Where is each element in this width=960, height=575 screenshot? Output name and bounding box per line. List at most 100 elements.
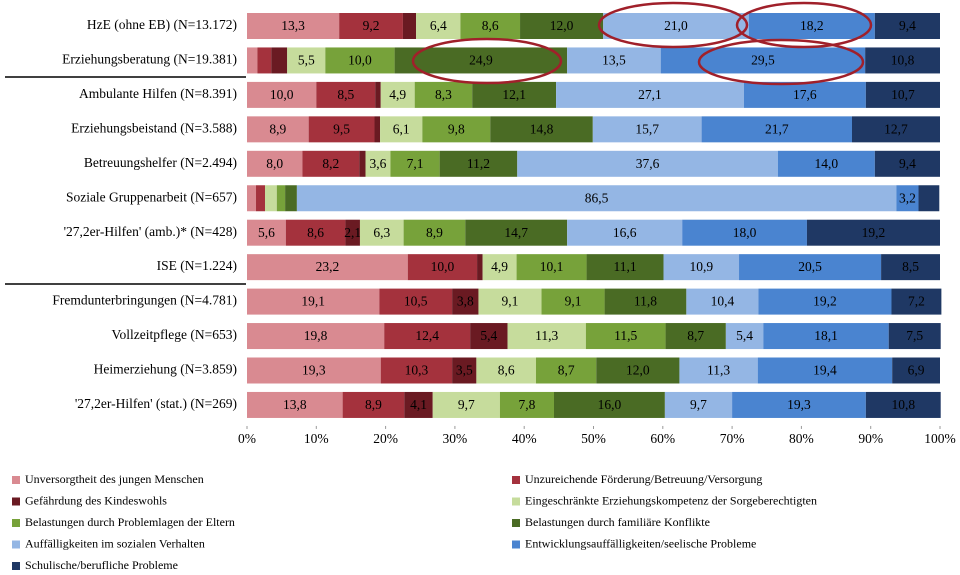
data-label: 8,2 bbox=[322, 156, 339, 171]
data-label: 13,3 bbox=[281, 18, 305, 33]
data-label: 37,6 bbox=[636, 156, 660, 171]
bar-segment bbox=[881, 254, 940, 281]
data-label: 7,1 bbox=[407, 156, 424, 171]
y-tick-label: Betreuungshelfer (N=2.494) bbox=[84, 155, 237, 170]
data-label: 8,7 bbox=[687, 328, 704, 343]
data-label: 29,5 bbox=[751, 53, 775, 68]
x-tick-label: 0% bbox=[238, 431, 256, 446]
legend-swatch bbox=[12, 497, 20, 506]
data-label: 8,9 bbox=[365, 397, 382, 412]
x-tick-label: 10% bbox=[304, 431, 329, 446]
bar-segment bbox=[416, 13, 461, 39]
data-label: 23,2 bbox=[316, 259, 340, 274]
legend-swatch bbox=[12, 519, 20, 527]
highlight-ellipse bbox=[411, 37, 563, 85]
bar-segment bbox=[380, 81, 415, 108]
bar-segment bbox=[663, 254, 740, 281]
data-label: 12,7 bbox=[884, 121, 908, 136]
data-label: 86,5 bbox=[585, 190, 609, 205]
bar-segment bbox=[732, 391, 866, 418]
bar-segment bbox=[316, 81, 376, 108]
bar-segment bbox=[517, 150, 778, 177]
legend-label: Schulische/berufliche Probleme bbox=[25, 558, 178, 572]
data-label: 20,5 bbox=[798, 259, 822, 274]
bar-segment bbox=[247, 81, 317, 108]
data-label: 5,6 bbox=[258, 225, 275, 240]
bar-segment bbox=[439, 150, 518, 177]
data-label: 11,1 bbox=[613, 259, 636, 274]
data-label: 4,1 bbox=[410, 397, 427, 412]
data-label: 5,4 bbox=[736, 328, 753, 343]
x-tick-label: 30% bbox=[443, 431, 468, 446]
bar-segment bbox=[287, 47, 326, 74]
data-label: 10,7 bbox=[891, 87, 915, 102]
data-label: 9,4 bbox=[899, 18, 916, 33]
bar-segment bbox=[686, 288, 759, 315]
data-label: 8,7 bbox=[558, 363, 575, 378]
bar-segment bbox=[851, 116, 940, 143]
bar-segment bbox=[380, 116, 423, 143]
legend-label: Unzureichende Förderung/Betreuung/Versor… bbox=[525, 472, 762, 486]
bar-segment bbox=[247, 13, 340, 39]
bar-segment bbox=[865, 81, 940, 108]
data-label: 9,4 bbox=[899, 156, 916, 171]
data-label: 10,0 bbox=[431, 259, 455, 274]
bar-segment bbox=[379, 288, 453, 315]
bar-segment bbox=[874, 13, 940, 39]
bar-segment bbox=[918, 185, 940, 212]
bar-segment bbox=[556, 81, 744, 108]
bar-segment bbox=[470, 323, 508, 350]
bar-segment bbox=[375, 81, 381, 108]
bar-segment bbox=[390, 150, 440, 177]
data-label: 24,9 bbox=[469, 53, 493, 68]
legend-label: Unversorgtheit des jungen Menschen bbox=[25, 472, 204, 486]
bar-segment bbox=[374, 116, 381, 143]
data-label: 12,0 bbox=[626, 363, 650, 378]
bar-segment bbox=[403, 219, 466, 246]
bar-segment bbox=[247, 288, 380, 315]
data-label: 8,9 bbox=[269, 121, 286, 136]
data-label: 7,8 bbox=[519, 397, 536, 412]
legend-swatch bbox=[12, 476, 20, 484]
bar-segment bbox=[586, 254, 664, 281]
data-label: 14,0 bbox=[815, 156, 839, 171]
bar-segment bbox=[359, 150, 366, 177]
data-label: 19,4 bbox=[813, 363, 837, 378]
bar-segment bbox=[359, 219, 404, 246]
data-label: 6,1 bbox=[393, 121, 410, 136]
data-label: 8,6 bbox=[482, 18, 499, 33]
x-tick-label: 20% bbox=[373, 431, 398, 446]
data-label: 9,8 bbox=[448, 121, 465, 136]
bar-segment bbox=[478, 288, 542, 315]
data-label: 3,8 bbox=[457, 294, 474, 309]
bar-segment bbox=[739, 254, 882, 281]
bar-segment bbox=[520, 13, 604, 39]
data-label: 12,4 bbox=[415, 328, 439, 343]
y-tick-label: Vollzeitpflege (N=653) bbox=[112, 327, 237, 342]
data-label: 4,9 bbox=[491, 259, 508, 274]
data-label: 8,6 bbox=[498, 363, 515, 378]
bar-segment bbox=[404, 391, 433, 418]
data-label: 11,3 bbox=[707, 363, 730, 378]
bar-segment bbox=[482, 254, 517, 281]
bar-segment bbox=[257, 47, 272, 74]
x-tick-label: 60% bbox=[650, 431, 675, 446]
x-tick-label: 50% bbox=[581, 431, 606, 446]
bar-segment bbox=[247, 150, 303, 177]
data-label: 9,5 bbox=[333, 121, 350, 136]
legend-label: Entwicklungsauffälligkeiten/seelische Pr… bbox=[525, 536, 756, 550]
data-label: 4,9 bbox=[389, 87, 406, 102]
bar-segment bbox=[743, 81, 866, 108]
data-label: 19,8 bbox=[304, 328, 328, 343]
data-label: 10,8 bbox=[891, 397, 915, 412]
data-label: 16,0 bbox=[598, 397, 622, 412]
y-tick-label: Ambulante Hilfen (N=8.391) bbox=[79, 86, 237, 101]
data-label: 9,1 bbox=[565, 294, 582, 309]
data-label: 11,8 bbox=[634, 294, 657, 309]
bar-segment bbox=[432, 391, 500, 418]
data-label: 11,2 bbox=[467, 156, 490, 171]
data-label: 10,0 bbox=[270, 87, 294, 102]
bar-segment bbox=[888, 323, 941, 350]
data-label: 10,0 bbox=[348, 53, 372, 68]
data-label: 8,5 bbox=[337, 87, 354, 102]
